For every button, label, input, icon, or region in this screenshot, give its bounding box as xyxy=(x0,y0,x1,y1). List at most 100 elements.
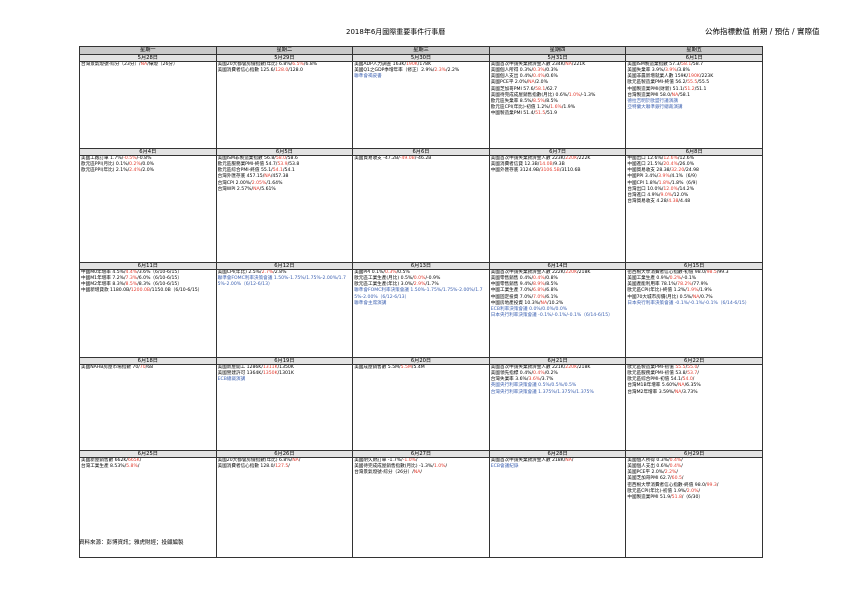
event-line: 中國固定投資 7.0%/7.0%/6.1% xyxy=(491,295,625,301)
event-line: 英國央行利率決策會議 0.5%/0.5%/0.5% xyxy=(491,383,625,389)
event-line: 台灣貿易收支 4.28/4.38/4.48 xyxy=(627,199,761,205)
event-text: /54.1 xyxy=(282,168,295,174)
event-text: /128.0 xyxy=(288,68,303,74)
forecast-value: 55.5 xyxy=(687,80,698,86)
event-text: /0.7% xyxy=(699,294,713,300)
event-text: / xyxy=(139,458,142,464)
day-events: 美國首次申請失業救濟金人數 223K/220K/222K 美國消費者信貸 12.3… xyxy=(488,155,627,263)
event-text: 台灣WPI 2.57%/ xyxy=(217,186,254,192)
forecast-value: 220K xyxy=(565,270,578,276)
event-line: 台灣出口 10.0%/12.0%/14.2% xyxy=(627,187,761,193)
event-text: /1.9% xyxy=(561,105,576,111)
forecast-value: 58.0 xyxy=(275,156,287,162)
event-line: 台灣失業率 3.6%/3.6%/3.7% xyxy=(491,377,625,383)
event-text: /1.8%（6/9） xyxy=(670,180,701,186)
event-text: 中國製造業PMI 51.4/ xyxy=(490,111,536,117)
event-calendar: 星期一 星期二 星期三 星期四 星期五 5月28日 5月29日 5月30日 5月31日… xyxy=(79,46,763,558)
event-text: 歐元區工業生產(年比) 3.0%/ xyxy=(354,282,414,288)
event-text: / xyxy=(137,464,140,470)
event-text: 歐元區失業率 8.5%/ xyxy=(490,98,534,104)
event-line: 中國出口 12.6%/12.6%/12.6% xyxy=(627,156,761,163)
event-text: /3.7% xyxy=(540,377,554,383)
event-text: 歐元區服務業PMI-初值 53.8/ xyxy=(627,371,688,377)
event-line: 美國產能利用率 78.1%/78.2%/77.9% xyxy=(627,282,761,288)
event-text: 台灣出口 10.0%/ xyxy=(627,186,664,192)
forecast-value: NA xyxy=(565,458,572,464)
day-date: 6月14日 xyxy=(488,262,627,270)
event-text: 美國首次申請失業救濟金人數 221K/ xyxy=(490,365,566,371)
event-line: 美國非農新增就業人數 159K/190K/223K xyxy=(627,74,761,80)
forecast-value: 2.2% xyxy=(664,470,677,476)
day-date: 6月1日 xyxy=(625,54,763,62)
event-text: / xyxy=(697,371,699,377)
event-line: ECB會議紀錄 xyxy=(491,464,625,470)
event-text: 中國製造業PMI(財新) 51.1/ xyxy=(627,86,685,92)
day-date: 5月28日 xyxy=(79,54,217,62)
forecast-value: 0.2% xyxy=(669,276,682,282)
event-line: 美國領先指標 0.4%/0.4%/0.2% xyxy=(491,371,625,377)
event-text: 台灣製造業PMI 58.0/ xyxy=(627,92,672,98)
event-line: 中國新增貸款 1180.0B/1200.0B/1150.0B（6/10-6/15… xyxy=(81,288,215,294)
event-text: /12.6% xyxy=(677,156,695,162)
event-line: 台灣央行利率決策會議 1.375%/1.375%/1.375% xyxy=(491,390,625,396)
event-text: 中國M2年增率 8.3%/ xyxy=(81,282,126,288)
event-text: /457.38 xyxy=(270,174,289,180)
event-note: 聯準會FOMC利率決策會議 1.50%-1.75%/1.75%-2.00%/1.… xyxy=(354,288,483,300)
event-text: 美國新屋銷售數 662K/ xyxy=(81,458,128,464)
event-text: /5.61% xyxy=(259,186,276,192)
event-text: /26.0% xyxy=(677,162,695,168)
event-line: 美國ISM製造業指數 57.3/58.1/58.7 xyxy=(627,62,761,69)
event-text: /221K xyxy=(571,62,586,68)
forecast-value: 3.6% xyxy=(528,377,541,383)
day-events: 台灣景氣燈號-綜分（23分）/NA/綠燈（26分） xyxy=(79,61,217,149)
event-text: / xyxy=(692,377,695,383)
event-text: 美國NAHB房屋市場指數 70/ xyxy=(81,365,140,371)
forecast-value: 0.4% xyxy=(533,276,545,282)
event-text: 歐元區製造業PMI-終值 56.2/ xyxy=(627,80,688,86)
event-text: /0.0% xyxy=(140,162,155,168)
event-line: 中國PPI 3.4%/3.9%/4.1%（6/9） xyxy=(627,174,761,180)
event-text: / xyxy=(571,458,574,464)
day-date: 6月29日 xyxy=(625,450,763,458)
forecast-value: NA xyxy=(264,174,271,180)
event-text: 密西根大學消費者信心指數-終值 98.0/ xyxy=(627,482,707,488)
forecast-value: 0.4% xyxy=(533,74,545,80)
event-text: /4.1%（6/9） xyxy=(669,174,700,180)
forecast-value: NA xyxy=(540,300,548,306)
event-text: 中國工業生產 7.0%/ xyxy=(490,288,534,294)
forecast-value: 98.5 xyxy=(706,270,717,276)
event-line: 歐元區工業生產(年比) 3.0%/2.9%/1.7% xyxy=(354,282,488,288)
event-line: 中國製造業PMI 51.9/51.8/（6/30） xyxy=(627,495,761,501)
forecast-value: NA xyxy=(292,458,299,464)
event-line: 美國個人支出 0.4%/0.4%/0.6% xyxy=(491,74,625,80)
event-text: /1150.0B（6/10-6/15） xyxy=(150,288,203,294)
event-text: 中國貿易收支 28.38/ xyxy=(627,168,672,174)
event-line: 密西根大學消費者信心指數-終值 98.0/99.3/ xyxy=(627,483,761,489)
event-text: /綠燈（26分） xyxy=(147,62,178,68)
day-events: 美國個人所得 0.3%/0.4%/美國個人支出 0.6%/0.4%/美國PCE平… xyxy=(625,457,763,558)
event-line: 美國待完成成屋銷售指數(月比) 0.6%/1.0%/-1.3% xyxy=(491,93,625,99)
forecast-value: 2.4% xyxy=(129,168,141,174)
day-date: 6月20日 xyxy=(352,357,490,365)
event-text: 美國ISM製造業指數 57.3/ xyxy=(627,62,682,68)
event-text: 中國製造業PMI 51.9/ xyxy=(627,494,672,500)
day-events: 美國ISM非製造業指數 56.8/58.0/58.6 歐元區服務業PMI-終值 5… xyxy=(215,155,354,263)
event-text: 美國首次申請失業救濟金人數 222K/ xyxy=(490,270,566,276)
forecast-value: 9.0% xyxy=(660,192,673,198)
event-line: 德拉吉明於歐盟行議演講 xyxy=(627,99,761,105)
event-line: ECB利率決策會議 0.0%/0.0%/0.0% xyxy=(491,307,625,313)
event-text: 台灣外匯存底 457.15/ xyxy=(217,174,265,180)
event-text: 歐元區PPI(月比) 0.1%/ xyxy=(81,162,130,168)
forecast-value: 0.3% xyxy=(384,270,397,276)
forecast-value: 190K xyxy=(688,74,700,80)
event-text: / xyxy=(445,464,448,470)
event-line: 聯準會FOMC利率決策會議 1.50%-1.75%/1.75%-2.00%/1.… xyxy=(354,288,488,300)
event-text: 中國CPI 1.8%/ xyxy=(627,180,659,186)
day-events: 美國貿易收支 -47.2B/-49.0B/-46.2B xyxy=(352,155,490,263)
forecast-value: 51.8 xyxy=(671,494,682,500)
event-line: 美國PCE平 2.0%/2.2%/ xyxy=(627,470,761,476)
event-text: /51.1 xyxy=(694,86,707,92)
event-line: 美國PPI 0.1%/0.3%/0.5% xyxy=(354,270,488,277)
event-text: /3110.6B xyxy=(559,168,581,174)
event-text: 美國營建許可 1364K/ xyxy=(217,371,263,377)
